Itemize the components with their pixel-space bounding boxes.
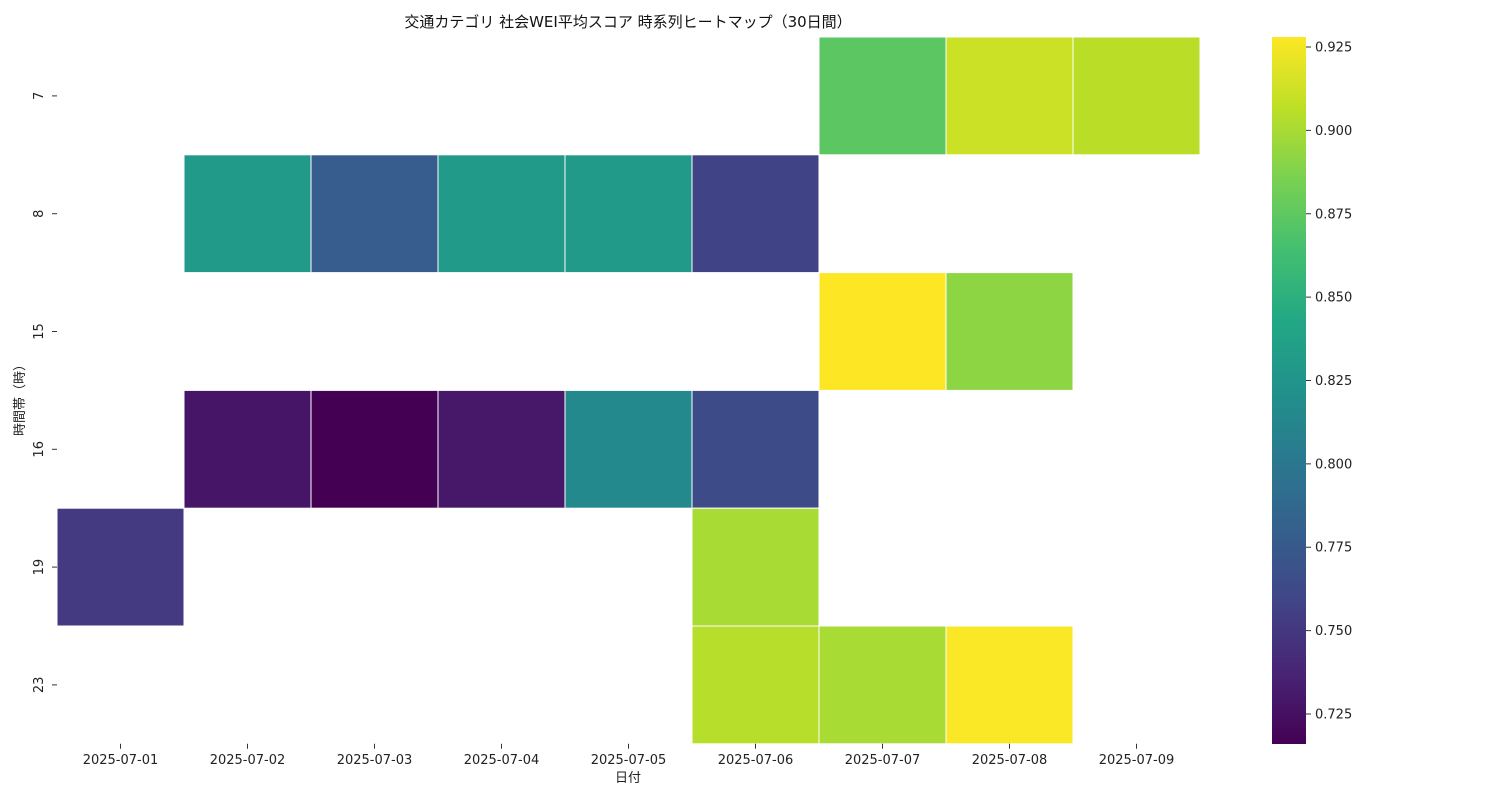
heatmap-cell-23-2025-07-08 [945,625,1074,745]
colorbar-tick-label: 0.725 [1315,707,1352,722]
heatmap-cell-7-2025-07-09 [1072,36,1201,156]
y-tick-label: 8 [32,210,47,218]
x-tick-label: 2025-07-07 [845,753,921,768]
colorbar-tick-label: 0.750 [1315,624,1352,639]
y-tick-label: 16 [32,441,47,458]
colorbar-tick-label: 0.775 [1315,541,1352,556]
x-tick-label: 2025-07-06 [718,753,794,768]
chart-title: 交通カテゴリ 社会WEI平均スコア 時系列ヒートマップ（30日間） [404,13,851,31]
colorbar-tick-label: 0.875 [1315,207,1352,222]
y-tick-label: 7 [32,92,47,100]
colorbar-tick-label: 0.900 [1315,124,1352,139]
x-tick-label: 2025-07-05 [591,753,667,768]
y-axis-ticks: 7 8 15 16 19 23 [32,92,57,693]
x-tick-label: 2025-07-01 [83,753,159,768]
heatmap-cell-19-2025-07-01 [56,507,185,627]
colorbar-tick-label: 0.850 [1315,291,1352,306]
y-tick-label: 23 [32,677,47,694]
colorbar-ticks: 0.725 0.750 0.775 0.800 0.825 0.850 0.875 0.900… [1306,41,1352,722]
heatmap-cell-23-2025-07-06 [691,625,820,745]
y-tick-label: 19 [32,559,47,576]
colorbar-gradient [1272,37,1306,744]
x-axis-label: 日付 [615,771,641,786]
colorbar: 0.725 0.750 0.775 0.800 0.825 0.850 0.875 0.900… [1272,37,1352,744]
heatmap-cell-16-2025-07-06 [691,389,820,509]
heatmap-cell-8-2025-07-03 [310,154,439,274]
heatmap-cell-7-2025-07-08 [945,36,1074,156]
y-tick-label: 15 [32,323,47,340]
heatmap-cell-15-2025-07-07 [818,272,947,391]
x-axis-ticks: 2025-07-01 2025-07-02 2025-07-03 2025-07-04… [83,743,1175,768]
x-tick-label: 2025-07-02 [210,753,286,768]
heatmap-cell-16-2025-07-04 [437,389,566,509]
colorbar-tick-label: 0.825 [1315,374,1352,389]
heatmap-cells [56,36,1201,745]
heatmap-cell-19-2025-07-06 [691,507,820,627]
heatmap-cell-16-2025-07-02 [183,389,312,509]
x-tick-label: 2025-07-03 [337,753,413,768]
heatmap-cell-8-2025-07-05 [564,154,693,274]
heatmap-cell-8-2025-07-02 [183,154,312,274]
colorbar-tick-label: 0.925 [1315,41,1352,56]
heatmap-cell-16-2025-07-03 [310,389,439,509]
heatmap-cell-23-2025-07-07 [818,625,947,745]
x-tick-label: 2025-07-04 [464,753,540,768]
colorbar-tick-label: 0.800 [1315,457,1352,472]
heatmap-cell-8-2025-07-06 [691,154,820,274]
y-axis-label: 時間帯（時） [13,358,28,436]
heatmap-cell-15-2025-07-08 [945,272,1074,391]
x-tick-label: 2025-07-09 [1099,753,1175,768]
heatmap-cell-7-2025-07-07 [818,36,947,156]
heatmap-cell-16-2025-07-05 [564,389,693,509]
heatmap-cell-8-2025-07-04 [437,154,566,274]
x-tick-label: 2025-07-08 [972,753,1048,768]
